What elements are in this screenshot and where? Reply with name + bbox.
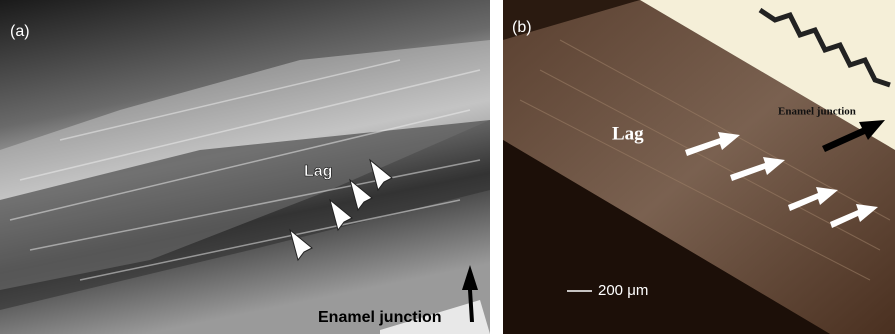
panel-b: (b) Lag Enamel junction 200 μm	[503, 0, 895, 334]
panel-label: (b)	[512, 19, 532, 36]
annotation: Enamel junction	[778, 106, 856, 118]
annotation: Enamel junction	[318, 309, 442, 326]
scale-label: 200 μm	[598, 282, 648, 299]
annotation: Lag	[304, 163, 332, 180]
panel-a: (a) Lag Enamel junction	[0, 0, 490, 334]
annotation: Lag	[612, 123, 644, 144]
figure: (a) Lag Enamel junction (b) Lag Enamel j…	[0, 0, 895, 334]
panel-label: (a)	[10, 23, 30, 40]
